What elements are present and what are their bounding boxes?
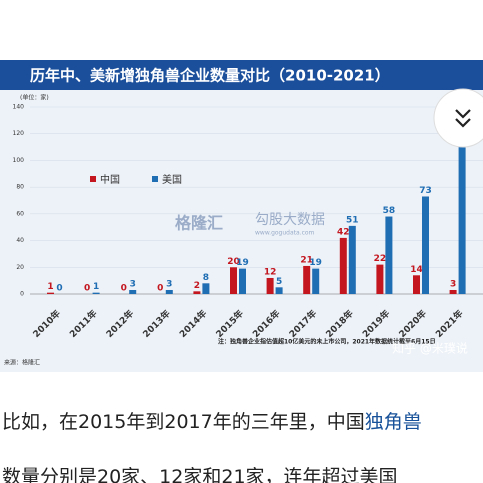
bar: [458, 107, 466, 294]
article-paragraph: 比如，在2015年到2017年的三年里，中国独角兽: [2, 407, 422, 434]
y-tick-label: 40: [16, 237, 24, 244]
watermark: 格隆汇: [175, 214, 223, 233]
bar: [193, 291, 201, 294]
chart-title: 历年中、美新增独角兽企业数量对比（2010-2021）: [30, 67, 390, 85]
bar: [129, 289, 137, 294]
title-banner: [0, 60, 483, 90]
legend-swatch: [152, 176, 158, 182]
value-label: 3: [130, 279, 136, 289]
credit-watermark: 知乎 @米璞说: [392, 341, 468, 356]
bar: [303, 265, 311, 294]
chart: 历年中、美新增独角兽企业数量对比（2010-2021） (单位：家)020406…: [0, 60, 483, 372]
bar: [449, 289, 457, 294]
value-label: 14: [410, 265, 423, 275]
bar: [312, 268, 320, 294]
value-label: 1: [47, 282, 53, 292]
value-label: 3: [166, 279, 172, 289]
value-label: 12: [264, 267, 277, 277]
y-tick-label: 140: [13, 104, 25, 111]
value-label: 51: [346, 215, 359, 225]
collapse-button[interactable]: [433, 88, 483, 148]
bar: [422, 196, 429, 294]
value-label: 58: [383, 206, 396, 216]
bar: [385, 216, 393, 294]
bar: [413, 275, 420, 294]
bar: [202, 283, 210, 294]
value-label: 19: [236, 258, 249, 268]
bar: [230, 267, 237, 294]
value-label: 0: [121, 284, 127, 294]
article-link[interactable]: 独角兽: [364, 411, 422, 433]
y-tick-label: 20: [16, 264, 24, 271]
bar: [92, 292, 100, 294]
bar: [275, 287, 283, 294]
legend-swatch: [90, 176, 96, 182]
legend-label: 中国: [100, 173, 120, 186]
y-tick-label: 100: [13, 157, 25, 164]
bar: [165, 289, 173, 294]
article-paragraph: 数量分别是20家、12家和21家，连年超过美国: [2, 462, 398, 483]
value-label: 2: [194, 281, 200, 291]
value-label: 5: [276, 277, 282, 287]
value-label: 21: [300, 255, 313, 265]
value-label: 0: [157, 284, 163, 294]
value-label: 1: [93, 282, 99, 292]
bar: [339, 237, 347, 294]
value-label: 8: [203, 273, 209, 283]
y-tick-label: 0: [20, 291, 24, 298]
article-text: 数量分别是20家、12家和21家，连年超过美国: [2, 466, 398, 483]
watermark: 勾股大数据: [255, 212, 325, 228]
bar: [266, 277, 274, 294]
value-label: 20: [227, 257, 240, 267]
bar: [348, 225, 356, 294]
bar: [239, 268, 246, 294]
chart-note: 注：独角兽企业指估值超10亿美元的未上市公司，2021年数据统计截至6月15日: [218, 338, 436, 346]
value-label: 3: [450, 279, 456, 289]
y-tick-label: 80: [16, 184, 24, 191]
y-tick-label: 120: [13, 130, 25, 137]
chart-background: [0, 60, 483, 372]
bar: [47, 292, 54, 294]
bar: [376, 264, 384, 294]
article-text: 比如，在2015年到2017年的三年里，中国: [2, 411, 365, 433]
value-label: 22: [374, 254, 387, 264]
y-tick-label: 60: [16, 210, 24, 217]
value-label: 73: [419, 186, 432, 196]
value-label: 42: [337, 227, 350, 237]
watermark: www.gogudata.com: [255, 230, 315, 237]
value-label: 0: [56, 284, 62, 294]
unit-label: (单位：家): [20, 94, 49, 102]
value-label: 19: [309, 258, 322, 268]
chart-source: 来源：格隆汇: [4, 359, 40, 367]
value-label: 0: [84, 284, 90, 294]
legend-label: 美国: [162, 173, 182, 186]
